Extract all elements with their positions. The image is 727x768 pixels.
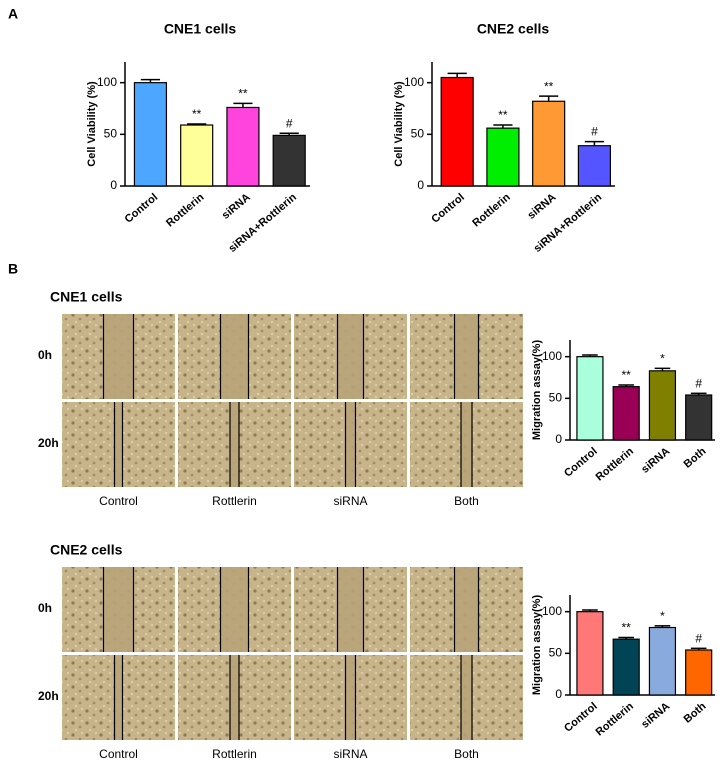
wound-gap xyxy=(114,402,123,487)
bar xyxy=(685,649,713,696)
row-label: 0h xyxy=(38,601,52,615)
bar xyxy=(576,611,604,696)
wound-gap xyxy=(454,567,479,652)
significance-label: ** xyxy=(622,621,632,635)
x-tick-label: siRNA xyxy=(639,700,672,730)
wound-gap xyxy=(230,655,239,740)
bar xyxy=(685,394,713,441)
y-tick-label: 50 xyxy=(549,646,563,660)
panel-label: A xyxy=(8,6,18,22)
wound-gap xyxy=(461,655,472,740)
row-label: 0h xyxy=(38,348,52,362)
y-tick-label: 50 xyxy=(549,391,563,405)
y-tick-label: 0 xyxy=(417,178,424,192)
column-label: Both xyxy=(454,747,479,761)
x-tick-label: Rottlerin xyxy=(594,700,637,738)
wound-gap xyxy=(114,655,123,740)
bar xyxy=(648,370,677,441)
wound-gap xyxy=(345,655,356,740)
significance-label: ** xyxy=(238,87,248,101)
chart-title: CNE2 cells xyxy=(477,21,550,37)
x-tick-label: siRNA xyxy=(639,445,672,475)
x-tick-label: siRNA xyxy=(525,191,558,221)
wound-gap xyxy=(337,314,364,399)
bar xyxy=(133,82,168,187)
significance-label: * xyxy=(660,609,665,623)
y-axis-label: Cell Viability (%) xyxy=(86,81,98,167)
significance-label: ** xyxy=(192,107,202,121)
column-label: Control xyxy=(99,494,138,508)
y-tick-label: 100 xyxy=(542,349,562,363)
bar xyxy=(532,100,566,187)
y-tick-label: 100 xyxy=(404,75,424,89)
wound-gap xyxy=(337,567,364,652)
significance-label: # xyxy=(695,377,702,391)
significance-label: # xyxy=(286,116,293,130)
y-tick-label: 0 xyxy=(110,178,117,192)
bar xyxy=(612,638,640,696)
significance-label: # xyxy=(695,632,702,646)
y-tick-label: 0 xyxy=(555,432,562,446)
significance-label: ** xyxy=(622,368,632,382)
bar xyxy=(226,106,260,187)
column-label: Both xyxy=(454,494,479,508)
bar xyxy=(576,356,604,441)
wound-gap xyxy=(345,402,356,487)
significance-label: ** xyxy=(498,108,508,122)
wound-gap xyxy=(103,567,134,652)
bar xyxy=(577,145,612,187)
x-tick-label: Both xyxy=(682,700,709,725)
y-axis-label: Cell Viability (%) xyxy=(393,81,405,167)
bar xyxy=(486,127,520,187)
significance-label: ** xyxy=(544,79,554,93)
wound-gap xyxy=(220,567,249,652)
bar xyxy=(612,386,640,441)
significance-label: * xyxy=(660,352,665,366)
x-tick-label: Rottlerin xyxy=(470,191,513,229)
wound-gap xyxy=(461,402,472,487)
y-axis-label: Migration assay(%) xyxy=(531,595,543,696)
bar xyxy=(440,76,474,187)
panel-label: B xyxy=(8,261,18,277)
column-label: Rottlerin xyxy=(212,494,257,508)
wound-gap xyxy=(230,402,239,487)
y-tick-label: 100 xyxy=(97,75,117,89)
bar xyxy=(648,626,677,696)
y-tick-label: 0 xyxy=(555,687,562,701)
x-tick-label: siRNA xyxy=(220,191,253,221)
row-label: 20h xyxy=(38,689,59,703)
column-label: siRNA xyxy=(333,494,367,508)
column-label: siRNA xyxy=(333,747,367,761)
y-tick-label: 100 xyxy=(542,604,562,618)
x-tick-label: Rottlerin xyxy=(594,445,637,483)
bar xyxy=(180,124,214,187)
wound-gap xyxy=(103,314,134,399)
row-label: 20h xyxy=(38,436,59,450)
bar xyxy=(272,134,306,187)
panel-title: CNE2 cells xyxy=(50,542,123,558)
column-label: Control xyxy=(99,747,138,761)
wound-gap xyxy=(454,314,479,399)
x-tick-label: Rottlerin xyxy=(164,191,207,229)
y-tick-label: 50 xyxy=(104,127,118,141)
y-axis-label: Migration assay(%) xyxy=(531,340,543,441)
chart-title: CNE1 cells xyxy=(164,21,237,37)
x-tick-label: Control xyxy=(429,191,467,225)
panel-title: CNE1 cells xyxy=(50,289,123,305)
significance-label: # xyxy=(591,125,598,139)
y-tick-label: 50 xyxy=(411,127,425,141)
column-label: Rottlerin xyxy=(212,747,257,761)
wound-gap xyxy=(220,314,249,399)
x-tick-label: Control xyxy=(123,191,161,225)
x-tick-label: Both xyxy=(682,445,709,470)
